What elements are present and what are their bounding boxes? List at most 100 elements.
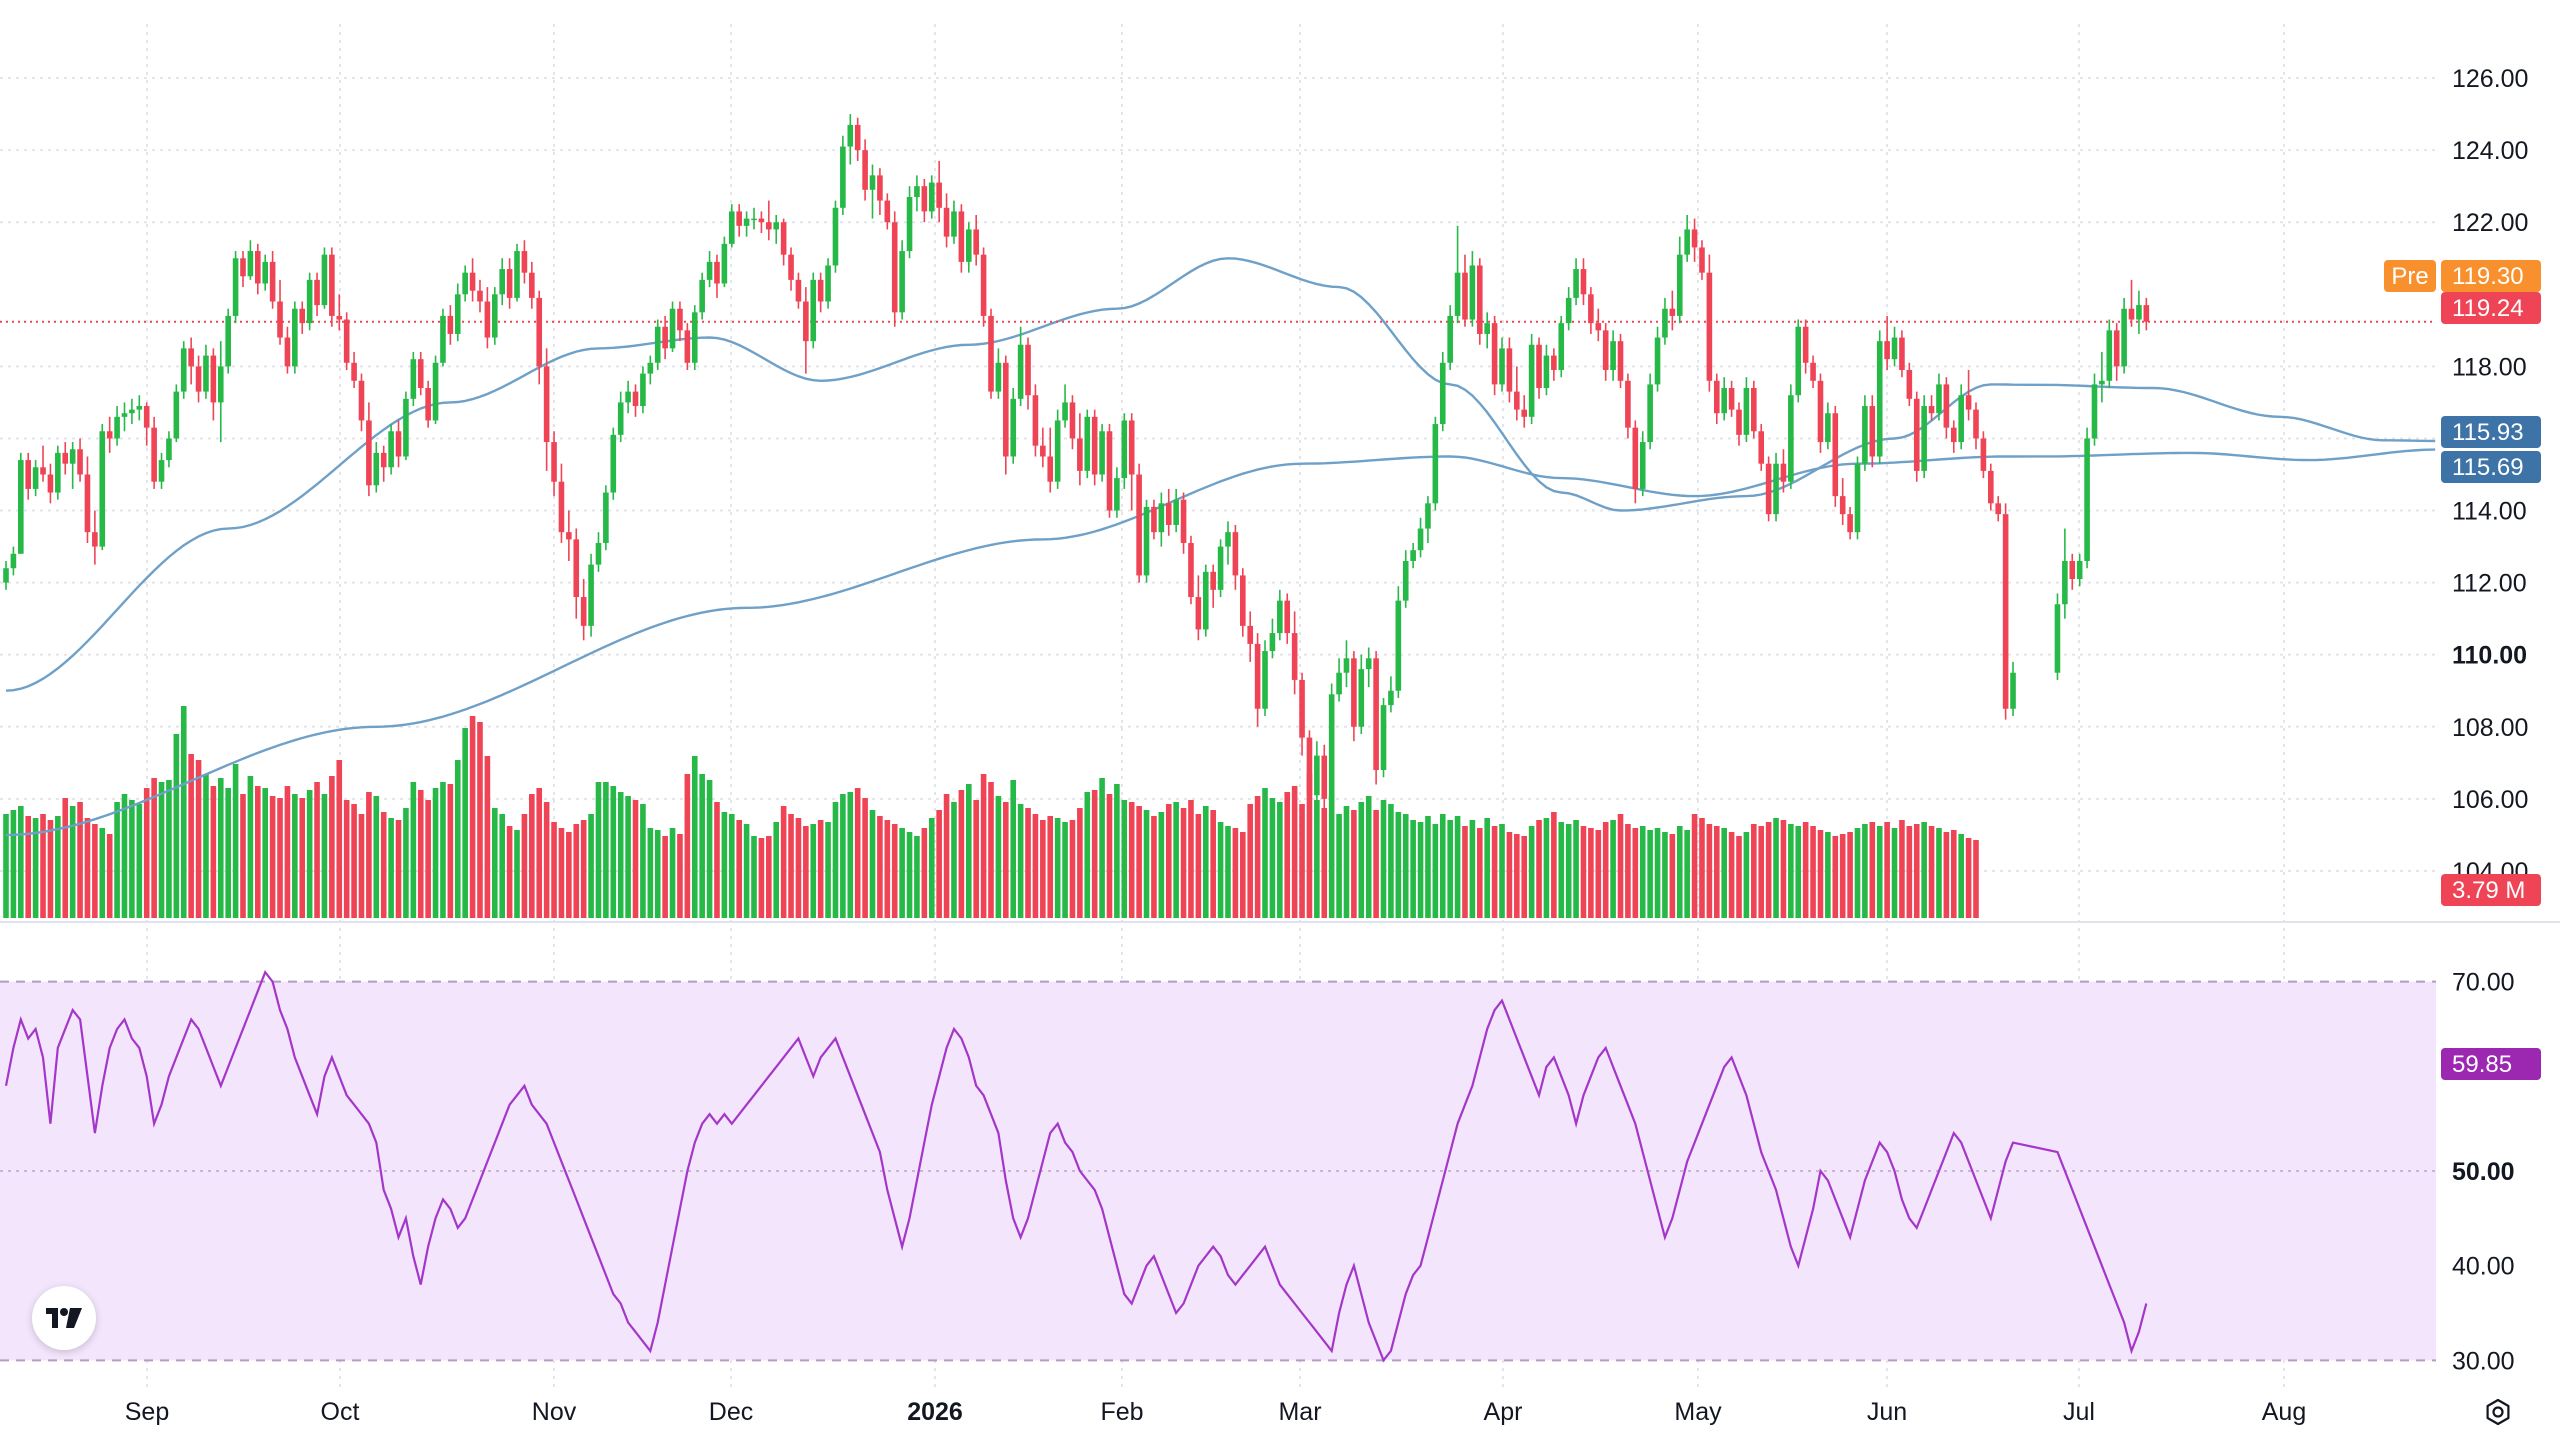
candle[interactable] [743, 211, 750, 237]
candle[interactable] [1277, 589, 1283, 641]
candle[interactable] [99, 424, 106, 551]
candle[interactable] [388, 424, 394, 475]
candle[interactable] [336, 294, 343, 331]
candle[interactable] [1573, 258, 1579, 306]
candle[interactable] [447, 305, 454, 345]
candle[interactable] [1106, 424, 1113, 518]
candle[interactable] [62, 442, 69, 475]
candle[interactable] [373, 442, 380, 493]
candle[interactable] [2143, 297, 2150, 331]
candle[interactable] [1728, 380, 1735, 417]
candle[interactable] [1040, 427, 1046, 468]
candle[interactable] [255, 243, 261, 295]
candle[interactable] [1469, 251, 1476, 327]
candle[interactable] [1314, 741, 1320, 821]
candle[interactable] [1454, 225, 1461, 324]
candle[interactable] [1003, 355, 1009, 475]
candle[interactable] [1032, 384, 1039, 457]
candle[interactable] [1388, 676, 1394, 713]
candle[interactable] [840, 135, 846, 216]
candle[interactable] [1528, 333, 1535, 425]
candle[interactable] [55, 445, 61, 500]
candle[interactable] [1736, 402, 1742, 446]
candle[interactable] [551, 431, 557, 497]
candle[interactable] [588, 553, 594, 637]
candle[interactable] [817, 272, 824, 313]
candle[interactable] [203, 344, 209, 399]
candle[interactable] [943, 193, 950, 248]
candle[interactable] [1514, 366, 1520, 421]
candle[interactable] [84, 456, 91, 543]
candle[interactable] [1802, 319, 1809, 374]
candle[interactable] [1306, 730, 1313, 807]
candle[interactable] [632, 384, 639, 417]
candle[interactable] [1810, 355, 1816, 389]
candle[interactable] [1602, 323, 1609, 381]
candle[interactable] [262, 254, 269, 291]
candle[interactable] [1676, 236, 1683, 324]
candle[interactable] [25, 452, 32, 500]
candle[interactable] [914, 175, 920, 212]
candle[interactable] [143, 402, 150, 446]
candle[interactable] [1180, 492, 1187, 554]
candle[interactable] [380, 445, 387, 482]
candle[interactable] [1165, 488, 1172, 536]
candle[interactable] [425, 380, 431, 428]
candle[interactable] [1128, 413, 1135, 511]
candle[interactable] [677, 301, 683, 342]
candle[interactable] [1417, 517, 1424, 558]
candle[interactable] [1336, 658, 1342, 702]
candle[interactable] [1973, 402, 1979, 450]
candle[interactable] [2054, 593, 2061, 680]
candle[interactable] [766, 200, 772, 241]
candle[interactable] [751, 207, 757, 230]
candle[interactable] [1084, 409, 1091, 479]
candle[interactable] [647, 355, 654, 385]
candle[interactable] [980, 247, 987, 327]
candle[interactable] [1817, 373, 1824, 453]
candlesticks[interactable] [3, 114, 2150, 821]
candle[interactable] [299, 301, 306, 334]
candle[interactable] [1351, 651, 1357, 742]
candle[interactable] [1054, 409, 1061, 489]
candle[interactable] [454, 283, 461, 342]
candle[interactable] [1254, 633, 1261, 727]
candle[interactable] [899, 240, 905, 320]
candle[interactable] [477, 279, 483, 313]
candle[interactable] [965, 222, 972, 273]
candle[interactable] [10, 546, 17, 576]
candle[interactable] [225, 308, 231, 374]
time-axis[interactable]: Sep Oct Nov Dec 2026 Feb Mar Apr May Jun Jul Aug [125, 1398, 2306, 1426]
candle[interactable] [1669, 290, 1676, 331]
candle[interactable] [1943, 377, 1950, 439]
candle[interactable] [1432, 416, 1439, 511]
candle[interactable] [1691, 218, 1698, 262]
candle[interactable] [1713, 373, 1720, 425]
candle[interactable] [1839, 478, 1846, 525]
candle[interactable] [1499, 337, 1505, 392]
candle[interactable] [2113, 323, 2120, 381]
settings-gear-icon[interactable] [2478, 1392, 2518, 1432]
candle[interactable] [603, 485, 609, 551]
candle[interactable] [1291, 611, 1298, 695]
candle[interactable] [210, 348, 217, 421]
candle[interactable] [832, 200, 839, 273]
candle[interactable] [195, 355, 202, 403]
candle[interactable] [1439, 351, 1446, 432]
candle[interactable] [1625, 373, 1631, 439]
candle[interactable] [1402, 550, 1409, 608]
candle[interactable] [1795, 319, 1802, 403]
candle[interactable] [1862, 395, 1868, 471]
candle[interactable] [1617, 333, 1624, 389]
candle[interactable] [758, 211, 765, 234]
candle[interactable] [121, 402, 128, 432]
candle[interactable] [1269, 618, 1276, 659]
candle[interactable] [1765, 456, 1772, 522]
candle[interactable] [1373, 651, 1379, 785]
candle[interactable] [217, 341, 224, 443]
candle[interactable] [1121, 413, 1128, 489]
candle[interactable] [314, 272, 320, 316]
candle[interactable] [284, 326, 291, 374]
candle[interactable] [1247, 611, 1254, 662]
candle[interactable] [2062, 528, 2068, 619]
